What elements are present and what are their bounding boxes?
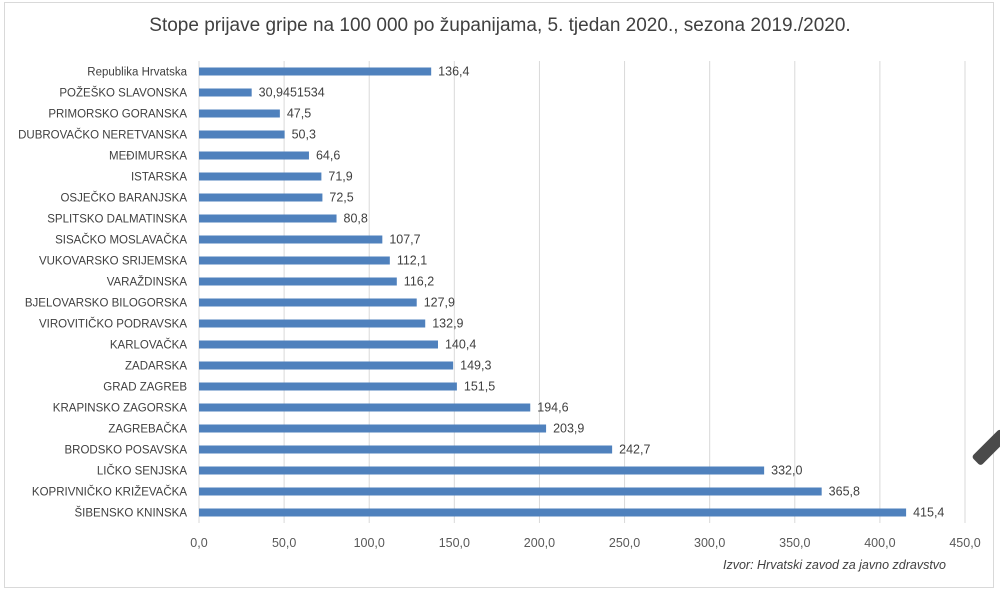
bar (199, 151, 309, 160)
data-label: 30,9451534 (259, 86, 325, 100)
category-label: ZAGREBAČKA (108, 423, 187, 436)
bar (199, 382, 457, 391)
category-label: ISTARSKA (131, 172, 187, 184)
data-label: 151,5 (464, 380, 495, 394)
bar (199, 214, 337, 223)
category-label: LIČKO SENJSKA (97, 465, 187, 478)
data-label: 136,4 (438, 65, 469, 79)
x-tick-label: 400,0 (864, 536, 895, 550)
category-label: DUBROVAČKO NERETVANSKA (18, 129, 187, 142)
category-label: Republika Hrvatska (87, 67, 187, 79)
category-label: VUKOVARSKO SRIJEMSKA (39, 256, 187, 268)
bar (199, 130, 285, 139)
category-label: KOPRIVNIČKO KRIŽEVAČKA (32, 486, 187, 499)
data-label: 50,3 (292, 128, 316, 142)
chart-title: Stope prijave gripe na 100 000 po župani… (149, 15, 851, 36)
bar (199, 67, 432, 76)
category-label: VIROVITIČKO PODRAVSKA (39, 318, 187, 331)
category-label: POŽEŠKO SLAVONSKA (59, 87, 187, 100)
bar (199, 109, 280, 118)
x-tick-label: 200,0 (524, 536, 555, 550)
bar (199, 193, 323, 202)
chart-container: Stope prijave gripe na 100 000 po župani… (4, 2, 994, 588)
data-label: 140,4 (445, 338, 476, 352)
data-label: 80,8 (344, 212, 368, 226)
bar (199, 424, 547, 433)
bar (199, 445, 613, 454)
bar-chart: 0,0 50,0 100,0 150,0 200,0 250,0 300,0 350,0 400… (18, 61, 981, 550)
data-label: 365,8 (829, 485, 860, 499)
bar (199, 487, 822, 496)
x-tick-label: 50,0 (272, 536, 296, 550)
bar (199, 361, 454, 370)
bar (199, 466, 765, 475)
category-label: PRIMORSKO GORANSKA (48, 109, 187, 121)
data-label: 242,7 (619, 443, 650, 457)
data-label: 112,1 (397, 254, 427, 268)
bar (199, 172, 322, 181)
category-label: SPLITSKO DALMATINSKA (47, 214, 187, 226)
category-label: BJELOVARSKO BILOGORSKA (25, 298, 187, 310)
bar (199, 340, 438, 349)
data-label: 47,5 (287, 107, 311, 121)
category-label: ŠIBENSKO KNINSKA (75, 507, 188, 520)
category-label: GRAD ZAGREB (103, 382, 187, 394)
x-tick-label: 350,0 (779, 536, 810, 550)
category-label: KRAPINSKO ZAGORSKA (53, 403, 188, 415)
category-label: MEĐIMURSKA (109, 151, 187, 163)
bar (199, 508, 907, 517)
data-label: 71,9 (328, 170, 352, 184)
bar (199, 277, 397, 286)
bar (199, 235, 383, 244)
category-label: VARAŽDINSKA (107, 276, 188, 289)
data-label: 132,9 (432, 317, 463, 331)
data-label: 116,2 (404, 275, 434, 289)
x-tick-label: 0,0 (190, 536, 207, 550)
x-tick-label: 300,0 (694, 536, 725, 550)
bar (199, 319, 426, 328)
bar (199, 403, 531, 412)
data-label: 194,6 (537, 401, 568, 415)
data-label: 149,3 (460, 359, 491, 373)
category-label: BRODSKO POSAVSKA (65, 445, 188, 457)
source-note: Izvor: Hrvatski zavod za javno zdravstvo (723, 558, 946, 572)
category-label: KARLOVAČKA (110, 339, 187, 352)
data-label: 415,4 (913, 506, 944, 520)
data-label: 72,5 (329, 191, 353, 205)
data-label: 107,7 (389, 233, 420, 247)
category-label: SISAČKO MOSLAVAČKA (55, 234, 187, 247)
bar (199, 88, 252, 97)
x-tick-label: 250,0 (609, 536, 640, 550)
x-tick-label: 100,0 (354, 536, 385, 550)
category-label: OSJEČKO BARANJSKA (60, 192, 187, 205)
category-label: ZADARSKA (125, 361, 187, 373)
bar (199, 256, 390, 265)
x-tick-label: 450,0 (949, 536, 980, 550)
data-label: 127,9 (424, 296, 455, 310)
data-label: 332,0 (771, 464, 802, 478)
data-label: 203,9 (553, 422, 584, 436)
x-tick-label: 150,0 (439, 536, 470, 550)
bar (199, 298, 417, 307)
data-label: 64,6 (316, 149, 340, 163)
